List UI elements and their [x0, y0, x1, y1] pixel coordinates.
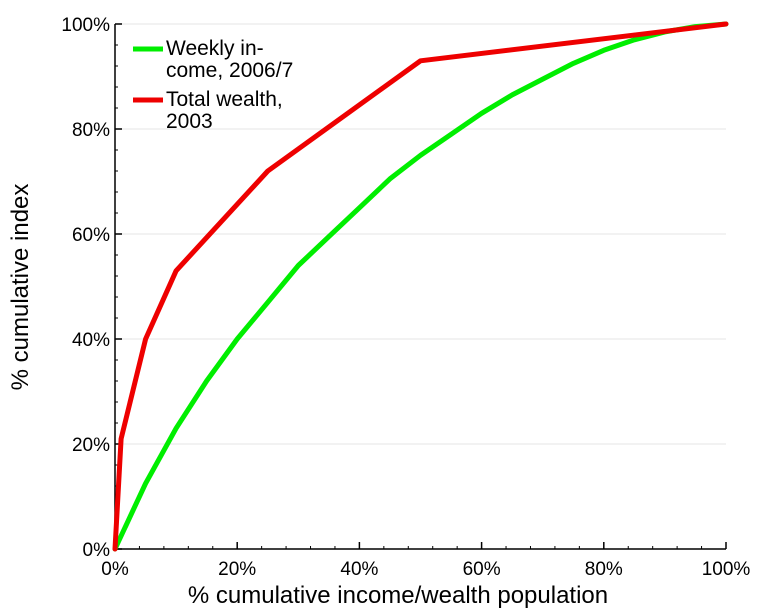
y-tick-label: 40% — [72, 330, 110, 351]
x-tick-label: 60% — [463, 559, 501, 580]
series-line-1 — [112, 21, 729, 552]
legend-label-0: come, 2006/7 — [166, 59, 293, 82]
series-line-0 — [112, 21, 729, 552]
x-tick-label: 100% — [702, 559, 751, 580]
legend: Weekly in-come, 2006/7 Total wealth,2003 — [133, 37, 293, 133]
y-tick-label: 60% — [72, 225, 110, 246]
x-tick-label: 80% — [585, 559, 623, 580]
legend-label-0: Weekly in- — [166, 37, 264, 60]
y-tick-label: 80% — [72, 120, 110, 141]
axes — [114, 24, 726, 550]
series-lines — [112, 21, 729, 552]
x-tick-label: 0% — [101, 559, 129, 580]
tick-labels: 0% 20% 40% 60% 80% 100% 0% 20% 40% 60% 80% 100% — [61, 15, 750, 580]
y-tick-label: 20% — [72, 435, 110, 456]
y-tick-label: 0% — [83, 540, 111, 561]
legend-label-1: 2003 — [166, 110, 213, 133]
x-tick-label: 40% — [340, 559, 378, 580]
y-axis-title: % cumulative index — [7, 184, 34, 391]
x-axis-title: % cumulative income/wealth population — [188, 582, 608, 609]
legend-label-1: Total wealth, — [166, 88, 283, 111]
gridlines — [115, 23, 726, 445]
x-tick-label: 20% — [218, 559, 256, 580]
y-tick-label: 100% — [61, 15, 110, 36]
